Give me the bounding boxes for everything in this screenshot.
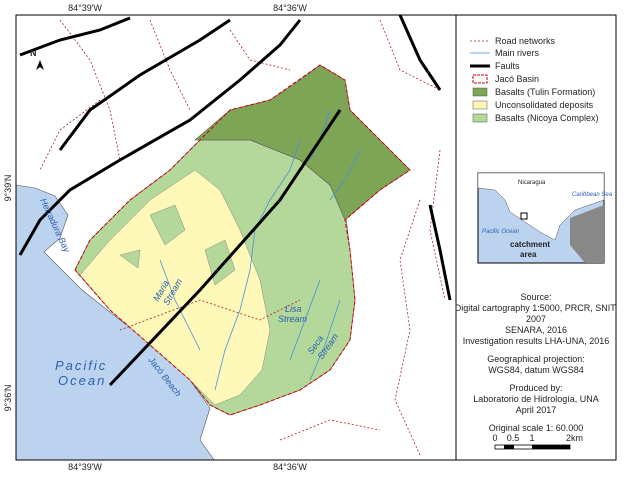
graticule-label: 84°36'W	[273, 462, 307, 472]
legend-label: Faults	[495, 61, 520, 71]
note: Geographical projection:	[487, 354, 585, 364]
map-frame	[15, 14, 457, 461]
note: April 2017	[516, 405, 557, 415]
graticule-label: 84°36'W	[273, 3, 307, 13]
graticule-label: 84°39'W	[68, 462, 102, 472]
legend-basin	[472, 74, 488, 84]
scale-tick: 0.5	[507, 433, 520, 443]
scale-bar-segment	[532, 445, 570, 449]
note: Investigation results LHA-UNA, 2016	[463, 336, 610, 346]
inset-map: Nicaragua Caribbean Sea Pacific Ocean ca…	[477, 172, 613, 264]
graticule-label: 9°39'N	[3, 175, 13, 202]
note: Original scale 1: 60.000	[489, 423, 584, 433]
graticule-label: 9°36'N	[3, 385, 13, 412]
legend-nicoya	[472, 113, 488, 123]
map: N Herradura Bay Pacific Ocean Jacó Beach…	[15, 14, 457, 461]
legend-label: Unconsolidated deposits	[495, 100, 594, 110]
scale-bar-segment	[504, 445, 514, 449]
scale-tick: 1	[529, 433, 534, 443]
ocean-label: Pacific	[55, 358, 107, 373]
nicoya-patches	[119, 204, 236, 286]
inset-label: Pacific Ocean	[482, 229, 520, 235]
north-arrow: N	[30, 48, 37, 58]
inset-label: catchment	[510, 240, 550, 249]
legend-label: Basalts (Nicoya Complex)	[495, 113, 599, 123]
north-arrow-icon	[36, 60, 44, 70]
legend-tulin	[472, 87, 488, 97]
note: 2007	[526, 314, 546, 324]
legend-label: Jacó Basin	[495, 74, 539, 84]
note: Produced by:	[509, 383, 562, 393]
stream-label: Stream	[278, 314, 308, 324]
stream-label: Lisa	[285, 304, 302, 314]
basin-outline	[74, 64, 411, 416]
legend-label: Basalts (Tulin Formation)	[495, 87, 595, 97]
roads	[39, 19, 446, 456]
note: Source:	[520, 292, 551, 302]
inset-label: Caribbean Sea	[572, 192, 613, 198]
ocean-label: Ocean	[58, 373, 106, 388]
rivers	[159, 109, 361, 391]
legend-deposits	[472, 100, 488, 110]
inset-marker	[520, 212, 528, 220]
graticule-label: 84°39'W	[68, 3, 102, 13]
scale-tick: 2km	[566, 433, 583, 443]
note: WGS84, datum WGS84	[488, 365, 584, 375]
inset-land	[477, 172, 605, 241]
note: SENARA, 2016	[505, 325, 567, 335]
inset-label: area	[520, 250, 537, 259]
deposits	[79, 169, 271, 406]
notes: Source: Digital cartography 1:5000, PRCR…	[455, 292, 618, 433]
legend-label: Main rivers	[495, 48, 540, 58]
scale-tick: 0	[492, 433, 497, 443]
legend: Road networks Main rivers Faults Jacó Ba…	[470, 36, 599, 123]
legend-label: Road networks	[495, 36, 556, 46]
faults	[18, 14, 452, 387]
inset-label: Nicaragua	[518, 180, 546, 186]
scale-bar: 0 0.5 1 2km	[492, 433, 583, 450]
note: Laboratorio de Hidrología, UNA	[473, 394, 599, 404]
inset-panama	[570, 205, 604, 263]
ocean	[15, 184, 215, 461]
note: Digital cartography 1:5000, PRCR, SNIT,	[455, 303, 618, 313]
